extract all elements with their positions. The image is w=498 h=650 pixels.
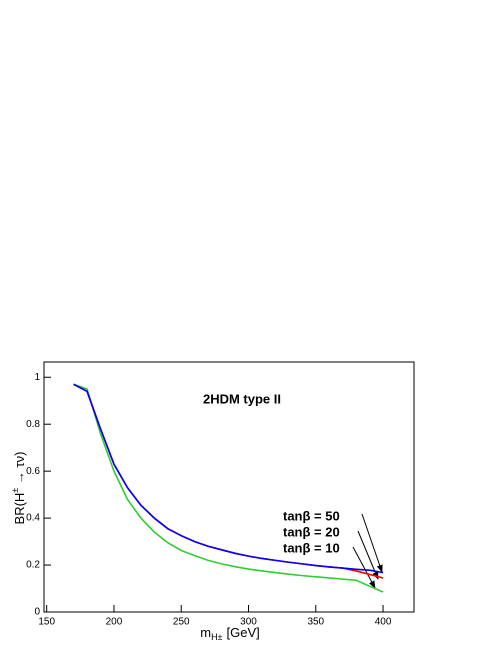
- x-label-sub: H±: [211, 632, 222, 642]
- legend-label: tanβ = 20: [283, 524, 340, 539]
- y-tick-label: 1: [34, 372, 40, 383]
- x-tick-label: 200: [106, 617, 123, 628]
- y-label-rest: → τν): [12, 452, 27, 488]
- x-tick-label: 150: [38, 617, 55, 628]
- x-label-unit: [GeV]: [227, 625, 260, 640]
- plot-frame: [43, 361, 415, 613]
- y-tick-label: 0.8: [26, 419, 40, 430]
- x-tick-label: 350: [307, 617, 324, 628]
- y-axis-label: BR(H± → τν): [10, 452, 27, 525]
- y-tick-label: 0.2: [26, 560, 40, 571]
- legend-label: tanβ = 50: [283, 508, 340, 523]
- legend-arrow: [352, 546, 376, 589]
- x-tick-label: 300: [240, 617, 257, 628]
- series-line: [73, 383, 384, 574]
- legend-arrow: [361, 513, 383, 573]
- series-line: [73, 383, 384, 593]
- y-tick-label: 0: [34, 607, 40, 618]
- annotation: 2HDM type II: [203, 391, 281, 406]
- y-tick-label: 0.6: [26, 466, 40, 477]
- x-tick-label: 400: [375, 617, 392, 628]
- x-axis-label: mH± [GeV]: [200, 625, 260, 642]
- legend-label: tanβ = 10: [283, 540, 340, 555]
- x-label-main: m: [200, 625, 211, 640]
- y-label-main: BR(H: [12, 493, 27, 525]
- y-tick-label: 0.4: [26, 513, 40, 524]
- y-label-sup: ±: [10, 488, 20, 493]
- x-tick-label: 250: [173, 617, 190, 628]
